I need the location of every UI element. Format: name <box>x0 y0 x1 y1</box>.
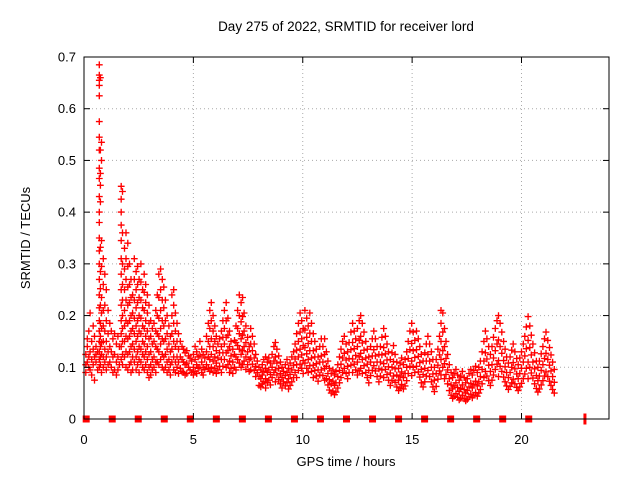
y-tick-label: 0.6 <box>58 101 76 116</box>
y-tick-label: 0.5 <box>58 153 76 168</box>
y-axis-label: SRMTID / TECUs <box>18 186 33 289</box>
y-tick-label: 0 <box>69 412 76 427</box>
x-tick-label: 20 <box>514 432 528 447</box>
x-tick-label: 10 <box>296 432 310 447</box>
x-tick-label: 0 <box>80 432 87 447</box>
scatter-plus-points <box>82 61 558 405</box>
tick-labels: 0 0.1 0.2 0.3 0.4 0.5 0.6 0.7 0 5 10 15 20 <box>58 50 529 448</box>
y-tick-label: 0.1 <box>58 360 76 375</box>
chart-title: Day 275 of 2022, SRMTID for receiver lor… <box>218 19 474 34</box>
plot-border <box>83 56 610 420</box>
x-tick-label: 15 <box>405 432 419 447</box>
y-tick-label: 0.3 <box>58 256 76 271</box>
x-axis-label: GPS time / hours <box>297 454 396 469</box>
y-tick-label: 0.4 <box>58 205 76 220</box>
gridlines <box>84 57 609 419</box>
x-tick-label: 5 <box>190 432 197 447</box>
axis-ticks <box>83 56 609 420</box>
y-tick-label: 0.2 <box>58 308 76 323</box>
y-tick-label: 0.7 <box>58 50 76 65</box>
